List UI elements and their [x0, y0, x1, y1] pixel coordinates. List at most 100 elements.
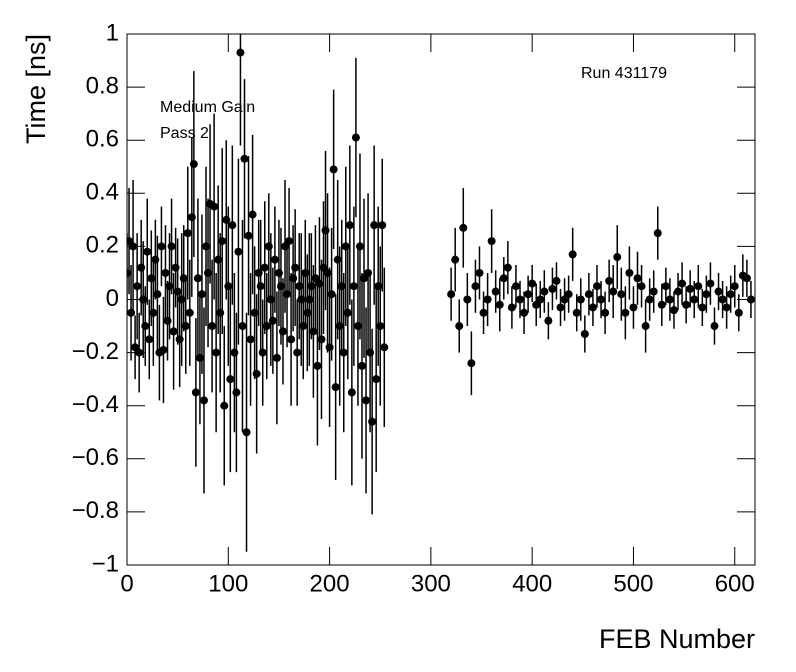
data-point	[499, 274, 508, 283]
data-point	[285, 237, 294, 246]
data-point	[250, 308, 259, 317]
data-point	[459, 223, 468, 232]
data-point	[175, 335, 184, 344]
data-point	[372, 375, 381, 384]
data-point	[690, 295, 699, 304]
data-point	[220, 401, 229, 410]
y-tick-label: −0.2	[72, 338, 119, 365]
data-point	[169, 327, 178, 336]
data-point	[368, 417, 377, 426]
y-tick-label: 0.6	[86, 126, 119, 153]
y-tick-label: 0.8	[86, 72, 119, 99]
data-point	[272, 353, 281, 362]
data-point	[503, 263, 512, 272]
data-point	[153, 290, 162, 299]
y-tick-label: −0.8	[72, 497, 119, 524]
data-point	[248, 210, 257, 219]
data-point	[147, 274, 156, 283]
data-point	[291, 263, 300, 272]
data-point	[584, 290, 593, 299]
data-point	[240, 154, 249, 163]
data-point	[609, 287, 618, 296]
data-point	[183, 229, 192, 238]
data-point	[516, 295, 525, 304]
data-point	[572, 308, 581, 317]
data-point	[293, 348, 302, 357]
data-point	[189, 160, 198, 169]
y-tick-label: 0.4	[86, 179, 119, 206]
data-point	[224, 282, 233, 291]
data-point	[742, 274, 751, 283]
data-point	[637, 282, 646, 291]
data-point	[295, 282, 304, 291]
data-point	[303, 308, 312, 317]
data-point	[165, 282, 174, 291]
data-point	[234, 247, 243, 256]
data-point	[301, 268, 310, 277]
data-point	[528, 279, 537, 288]
data-point	[254, 268, 263, 277]
data-point	[455, 322, 464, 331]
data-point	[730, 282, 739, 291]
data-point	[520, 308, 529, 317]
x-tick-label: 0	[120, 570, 133, 597]
data-point	[204, 268, 213, 277]
data-point	[702, 290, 711, 299]
data-point	[307, 282, 316, 291]
data-point	[511, 282, 520, 291]
data-point	[495, 300, 504, 309]
data-point	[341, 242, 350, 251]
data-point	[313, 361, 322, 370]
y-tick-label: 0.2	[86, 232, 119, 259]
data-point	[479, 308, 488, 317]
data-point	[475, 268, 484, 277]
data-point	[199, 396, 208, 405]
data-point	[266, 295, 275, 304]
data-point	[722, 303, 731, 312]
annotation: Run 431179	[581, 65, 667, 82]
data-point	[605, 276, 614, 285]
data-point	[625, 268, 634, 277]
data-point	[471, 282, 480, 291]
data-point	[467, 359, 476, 368]
data-point	[232, 388, 241, 397]
data-point	[597, 295, 606, 304]
data-point	[378, 221, 387, 230]
x-tick-label: 200	[310, 570, 350, 597]
data-point	[621, 308, 630, 317]
data-point	[218, 237, 227, 246]
data-point	[576, 295, 585, 304]
x-tick-label: 300	[411, 570, 451, 597]
data-point	[580, 330, 589, 339]
data-point	[195, 353, 204, 362]
data-point	[258, 348, 267, 357]
data-point	[649, 287, 658, 296]
data-point	[127, 268, 131, 277]
data-point	[191, 388, 200, 397]
data-point	[335, 322, 344, 331]
data-point	[552, 276, 561, 285]
data-point	[276, 282, 285, 291]
data-point	[297, 295, 306, 304]
x-tick-label: 100	[208, 570, 248, 597]
data-point	[242, 428, 251, 437]
data-point	[617, 290, 626, 299]
data-point	[289, 274, 298, 283]
data-point	[197, 290, 206, 299]
data-point	[278, 327, 287, 336]
data-point	[524, 290, 533, 299]
data-point	[641, 322, 650, 331]
data-point	[339, 348, 348, 357]
y-tick-label: 0	[106, 285, 119, 312]
data-point	[694, 282, 703, 291]
data-point	[163, 316, 172, 325]
data-point	[212, 348, 221, 357]
data-point	[698, 303, 707, 312]
data-point	[143, 247, 152, 256]
data-point	[548, 284, 557, 293]
data-point	[601, 308, 610, 317]
data-point	[127, 308, 136, 317]
data-point	[669, 306, 678, 315]
y-tick-label: −0.4	[72, 391, 119, 418]
data-point	[167, 242, 176, 251]
